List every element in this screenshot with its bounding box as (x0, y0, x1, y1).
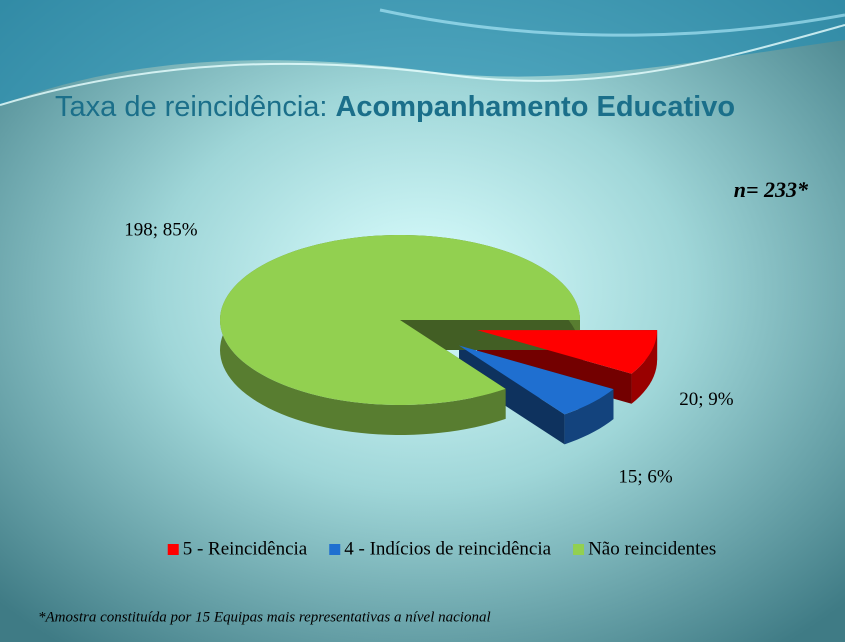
title-part: Acompanhamento Educativo (335, 91, 735, 123)
data-label: 20; 9% (679, 389, 734, 410)
data-label: 15; 6% (618, 466, 673, 487)
legend-swatch (168, 544, 179, 555)
legend: 5 - Reincidência 4 - Indícios de reincidê… (168, 538, 717, 559)
slide: Taxa de reincidência:Acompanhamento Educ… (0, 0, 845, 642)
legend-label: 4 - Indícios de reincidência (344, 538, 551, 559)
legend-label: Não reincidentes (588, 538, 716, 559)
footnote: *Amostra constituída por 15 Equipas mais… (38, 609, 491, 625)
legend-label: 5 - Reincidência (183, 538, 308, 559)
legend-swatch (329, 544, 340, 555)
data-label: 198; 85% (124, 220, 198, 241)
chart-title: Taxa de reincidência:Acompanhamento Educ… (55, 91, 735, 123)
sample-size: n= 233* (734, 177, 809, 202)
title-part: Taxa de reincidência: (55, 91, 327, 123)
legend-swatch (573, 544, 584, 555)
